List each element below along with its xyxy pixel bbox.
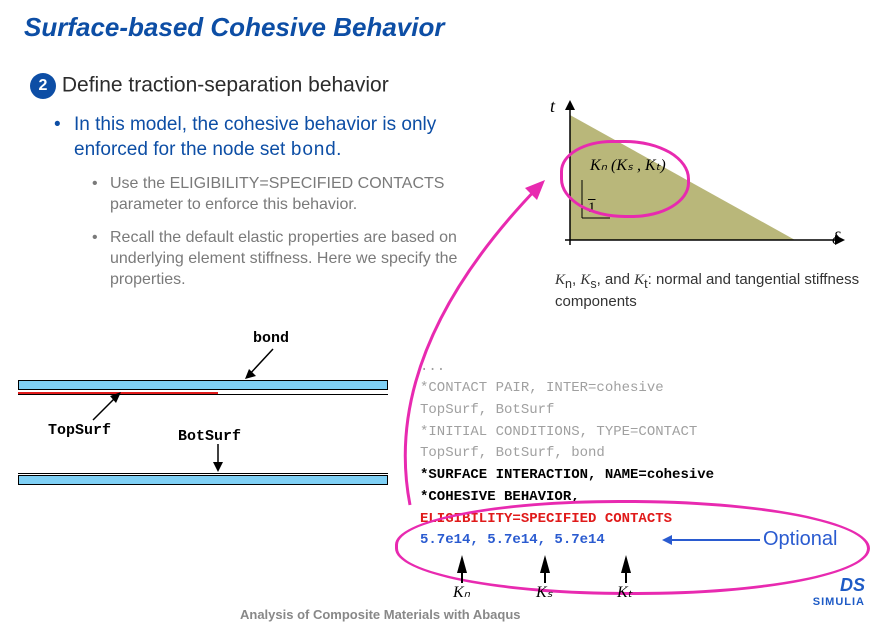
code-l3: *INITIAL CONDITIONS, TYPE=CONTACT <box>420 424 697 440</box>
bullet1-text-a: In this model, the cohesive behavior is … <box>74 114 436 160</box>
bullet1-text-c: . <box>336 139 341 160</box>
mid-line <box>18 394 388 395</box>
code-l1: *CONTACT PAIR, INTER=cohesive <box>420 380 664 396</box>
bullet-level2-2: Recall the default elastic properties ar… <box>0 216 460 290</box>
chart-y-label: t <box>550 96 555 117</box>
ks-label: Kₛ <box>536 582 553 602</box>
stiff-and: , and <box>597 271 635 288</box>
bullet-level2-1: Use the ELIGIBILITY=SPECIFIED CONTACTS p… <box>0 162 460 216</box>
bot-mid <box>18 473 388 474</box>
code-l0: ... <box>420 359 445 375</box>
chart-y-arrow <box>565 100 575 110</box>
stiffness-description: Kn, Ks, and Kt: normal and tangential st… <box>555 270 865 312</box>
simulia-logo: DS SIMULIA <box>813 575 865 608</box>
section-heading: 2 Define traction-separation behavior <box>0 43 879 99</box>
logo-sim: SIMULIA <box>813 596 865 608</box>
k-sym2: K <box>580 272 590 288</box>
bullet-level1: In this model, the cohesive behavior is … <box>0 99 500 162</box>
annotation-circle-chart <box>560 140 690 218</box>
chart-x-label: δ <box>832 228 840 249</box>
footer-text: Analysis of Composite Materials with Aba… <box>240 607 521 622</box>
k-sym: K <box>555 272 565 288</box>
surface-diagram: bond TopSurf BotSurf <box>8 330 408 510</box>
topsurf-label: TopSurf <box>48 422 111 439</box>
kt-label: Kₜ <box>617 582 632 602</box>
logo-ds: DS <box>813 575 865 596</box>
k-sym3: K <box>634 272 644 288</box>
code-l2: TopSurf, BotSurf <box>420 402 554 418</box>
kn-label: Kₙ <box>453 582 470 602</box>
bottom-bar <box>18 475 388 485</box>
code-l4: TopSurf, BotSurf, bond <box>420 445 605 461</box>
sub-n: n <box>565 277 572 291</box>
code-l5: *SURFACE INTERACTION, NAME=cohesive <box>420 467 714 483</box>
optional-label: Optional <box>763 528 838 551</box>
section-heading-text: Define traction-separation behavior <box>62 74 389 97</box>
bond-arrow <box>243 344 293 384</box>
optional-arrow <box>670 539 760 541</box>
botsurf-arrow <box>208 442 228 477</box>
top-bar <box>18 380 388 390</box>
bullet1-code: bond <box>291 139 337 161</box>
section-number-badge: 2 <box>30 73 56 99</box>
slide-title: Surface-based Cohesive Behavior <box>0 0 879 43</box>
